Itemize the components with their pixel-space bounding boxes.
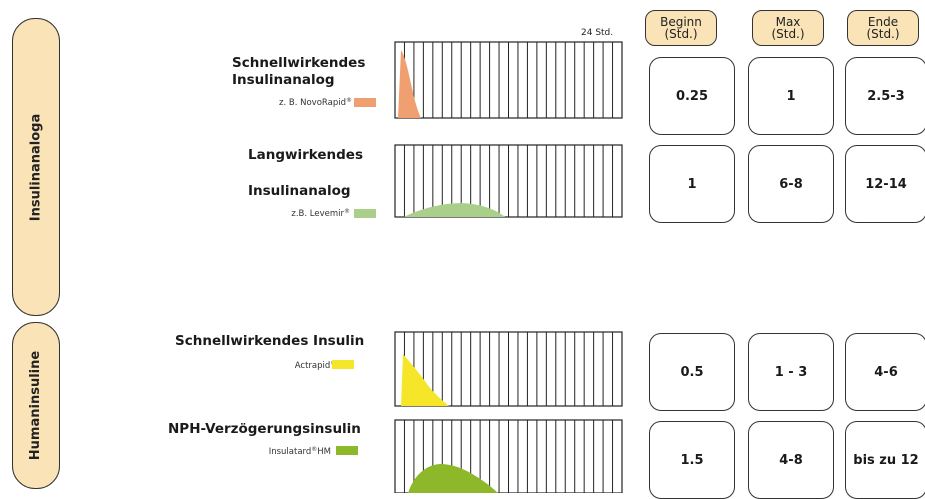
cell-actrapid-beginn: 0.5 xyxy=(649,333,735,411)
cell-actrapid-max: 1 - 3 xyxy=(748,333,834,411)
curve-actrapid xyxy=(401,354,449,406)
brand-text: z.B. Levemir xyxy=(291,209,344,219)
header-line: (Std.) xyxy=(664,27,698,41)
name-line: Schnellwirkendes xyxy=(232,55,366,71)
swatch-novorapid xyxy=(354,98,376,107)
brand-text: Insulatard xyxy=(268,447,312,457)
header-line: Max xyxy=(775,15,801,29)
brand-suffix: HM xyxy=(317,447,331,457)
name-line: Insulinanalog xyxy=(248,183,351,199)
brand-novorapid: z. B. NovoRapid® xyxy=(279,97,352,108)
cell-novorapid-beginn: 0.25 xyxy=(649,57,735,135)
cell-insulatard-max: 4-8 xyxy=(748,421,834,499)
brand-levemir: z.B. Levemir® xyxy=(291,208,350,219)
cell-novorapid-max: 1 xyxy=(748,57,834,135)
header-line: Ende xyxy=(867,15,899,29)
name-line: NPH-Verzögerungsinsulin xyxy=(168,421,361,437)
brand-mark: ® xyxy=(311,446,318,453)
brand-mark: ® xyxy=(344,208,350,215)
cell-levemir-beginn: 1 xyxy=(649,145,735,223)
swatch-actrapid xyxy=(332,360,354,369)
swatch-levemir xyxy=(354,209,376,218)
insulin-name-novorapid: Schnellwirkendes Insulinanalog xyxy=(232,55,365,89)
category-humaninsuline: Humaninsuline xyxy=(12,322,60,489)
cell-insulatard-beginn: 1.5 xyxy=(649,421,735,499)
brand-insulatard: Insulatard®HM xyxy=(269,446,331,457)
insulin-name-levemir-line2: Insulinanalog xyxy=(248,183,351,200)
cell-levemir-ende: 12-14 xyxy=(845,145,925,223)
brand-text: z. B. NovoRapid xyxy=(279,98,346,108)
curve-novorapid xyxy=(398,50,421,118)
brand-text: Actrapid xyxy=(294,361,331,371)
header-line: (Std.) xyxy=(771,27,805,41)
grid-novorapid xyxy=(394,41,623,119)
cell-actrapid-ende: 4-6 xyxy=(845,333,925,411)
grid-levemir xyxy=(394,144,623,218)
curve-levemir xyxy=(404,203,505,217)
name-line: Insulinanalog xyxy=(232,72,335,88)
timeline-24h-label: 24 Std. xyxy=(581,28,614,38)
swatch-insulatard xyxy=(336,446,358,455)
name-line: Langwirkendes xyxy=(248,147,363,163)
column-header-max: Max (Std.) xyxy=(752,10,824,46)
brand-mark: ® xyxy=(346,97,352,104)
name-line: Schnellwirkendes Insulin xyxy=(175,333,365,349)
column-header-beginn: Beginn (Std.) xyxy=(645,10,717,46)
cell-levemir-max: 6-8 xyxy=(748,145,834,223)
column-header-ende: Ende (Std.) xyxy=(847,10,919,46)
header-line: (Std.) xyxy=(866,27,900,41)
cell-insulatard-ende: bis zu 12 xyxy=(845,421,925,499)
curve-insulatard xyxy=(408,464,498,493)
cell-novorapid-ende: 2.5-3 xyxy=(845,57,925,135)
category-insulinanaloga: Insulinanaloga xyxy=(12,18,60,316)
insulin-name-levemir: Langwirkendes xyxy=(248,147,363,164)
insulin-name-actrapid: Schnellwirkendes Insulin xyxy=(175,333,364,350)
insulin-name-insulatard: NPH-Verzögerungsinsulin xyxy=(168,421,361,438)
header-line: Beginn xyxy=(660,15,702,29)
